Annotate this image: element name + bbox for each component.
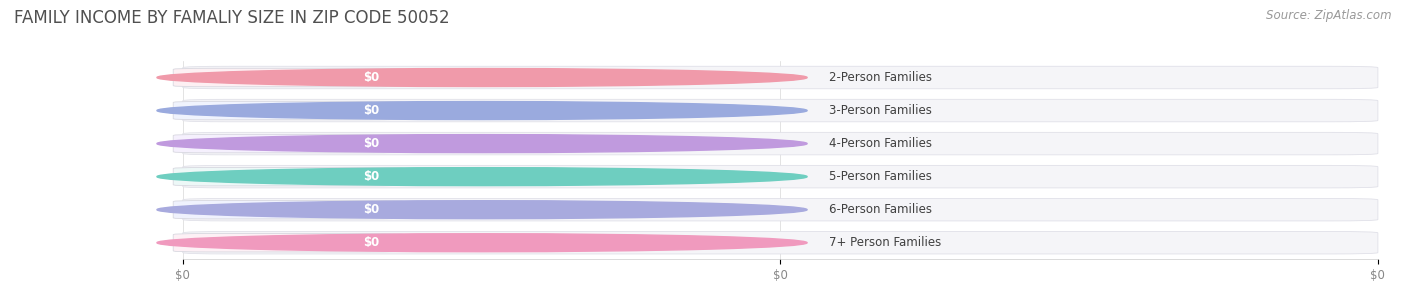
Text: $0: $0 [364, 137, 380, 150]
FancyBboxPatch shape [183, 231, 1378, 254]
FancyBboxPatch shape [173, 167, 404, 186]
Text: $0: $0 [364, 170, 380, 183]
FancyBboxPatch shape [343, 236, 401, 249]
FancyBboxPatch shape [343, 203, 401, 216]
FancyBboxPatch shape [183, 199, 1378, 221]
FancyBboxPatch shape [183, 99, 1378, 122]
Circle shape [157, 69, 807, 87]
FancyBboxPatch shape [343, 170, 401, 183]
Text: 6-Person Families: 6-Person Families [830, 203, 932, 216]
FancyBboxPatch shape [173, 200, 404, 219]
Circle shape [157, 135, 807, 152]
Text: 4-Person Families: 4-Person Families [830, 137, 932, 150]
Text: $0: $0 [364, 203, 380, 216]
FancyBboxPatch shape [183, 66, 1378, 89]
Circle shape [157, 168, 807, 186]
FancyBboxPatch shape [173, 101, 404, 120]
FancyBboxPatch shape [183, 132, 1378, 155]
Text: 7+ Person Families: 7+ Person Families [830, 236, 942, 249]
FancyBboxPatch shape [173, 135, 404, 153]
FancyBboxPatch shape [343, 104, 401, 117]
Text: $0: $0 [364, 236, 380, 249]
FancyBboxPatch shape [173, 234, 404, 252]
Text: $0: $0 [364, 104, 380, 117]
Circle shape [157, 102, 807, 120]
Text: Source: ZipAtlas.com: Source: ZipAtlas.com [1267, 9, 1392, 22]
FancyBboxPatch shape [343, 137, 401, 150]
Text: 3-Person Families: 3-Person Families [830, 104, 932, 117]
Text: FAMILY INCOME BY FAMALIY SIZE IN ZIP CODE 50052: FAMILY INCOME BY FAMALIY SIZE IN ZIP COD… [14, 9, 450, 27]
Circle shape [157, 201, 807, 219]
Text: 2-Person Families: 2-Person Families [830, 71, 932, 84]
Circle shape [157, 234, 807, 252]
FancyBboxPatch shape [183, 165, 1378, 188]
FancyBboxPatch shape [343, 71, 401, 84]
Text: $0: $0 [364, 71, 380, 84]
FancyBboxPatch shape [173, 68, 404, 87]
Text: 5-Person Families: 5-Person Families [830, 170, 932, 183]
